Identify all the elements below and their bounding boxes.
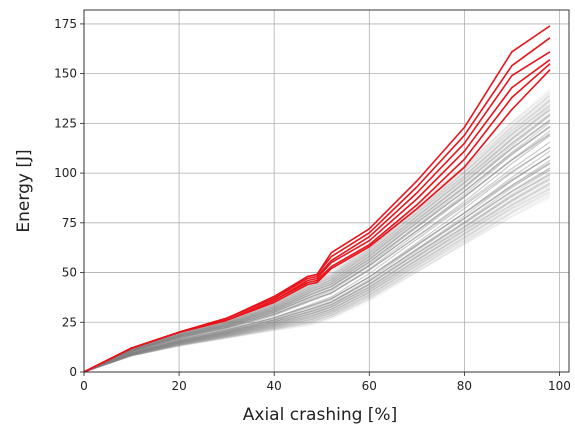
background-series-line — [83, 172, 551, 373]
background-series-line — [83, 103, 551, 373]
y-tick-label: 100 — [54, 166, 77, 180]
background-series-line — [83, 110, 551, 373]
background-series-line — [83, 146, 551, 373]
y-tick-label: 75 — [62, 216, 77, 230]
background-series-line — [83, 162, 551, 373]
background-series-line — [83, 167, 551, 373]
background-series-line — [83, 113, 551, 373]
background-series-line — [83, 114, 551, 373]
background-series-line — [83, 146, 551, 373]
y-tick-label: 125 — [54, 116, 77, 130]
background-series-line — [83, 182, 551, 373]
x-tick-label: 60 — [362, 379, 377, 393]
background-series-line — [83, 178, 551, 373]
background-series-line — [83, 155, 551, 373]
background-series-line — [83, 179, 551, 373]
background-series-line — [83, 155, 551, 373]
highlight-series-line — [83, 25, 551, 373]
background-series-line — [83, 119, 551, 373]
plot-frame — [83, 9, 570, 373]
background-series-line — [83, 169, 551, 373]
background-series-line — [83, 183, 551, 373]
background-series-line — [83, 109, 551, 373]
y-axis-label: Energy [J] — [14, 149, 34, 232]
background-series-line — [83, 125, 551, 373]
background-series-line — [83, 106, 551, 373]
background-series-line — [83, 176, 551, 373]
background-series-line — [83, 135, 551, 373]
x-tick-label: 0 — [80, 379, 88, 393]
highlight-series — [83, 25, 551, 373]
grid — [83, 10, 569, 373]
background-series-line — [83, 98, 551, 373]
background-series-line — [83, 194, 551, 373]
background-series-line — [83, 99, 551, 373]
x-tick-label: 80 — [457, 379, 472, 393]
background-series-line — [83, 184, 551, 373]
background-series-line — [83, 187, 551, 373]
background-series-line — [83, 133, 551, 373]
background-series-line — [83, 119, 551, 373]
background-series-line — [83, 150, 551, 373]
background-series-line — [83, 192, 551, 373]
background-series-line — [83, 155, 551, 373]
background-series-line — [83, 141, 551, 373]
y-tick-label: 175 — [54, 17, 77, 31]
x-tick-label: 100 — [548, 379, 571, 393]
background-series-line — [83, 104, 551, 373]
background-series-line — [83, 188, 551, 373]
background-series-line — [83, 122, 551, 373]
background-series-line — [83, 120, 551, 373]
y-tick-label: 150 — [54, 67, 77, 81]
background-series-line — [83, 178, 551, 373]
ticks: 0 20 40 60 80 100 0 25 50 75 100 125 150 175 — [54, 17, 571, 393]
y-tick-label: 50 — [62, 266, 77, 280]
background-series-line — [83, 104, 551, 373]
background-series-line — [83, 195, 551, 373]
y-tick-label: 25 — [62, 315, 77, 329]
background-series-line — [83, 108, 551, 373]
background-series-line — [83, 133, 551, 373]
background-series-line — [83, 115, 551, 373]
background-series-line — [83, 191, 551, 373]
background-series-line — [83, 162, 551, 373]
background-series-line — [83, 186, 551, 373]
x-tick-label: 40 — [267, 379, 282, 393]
background-series-line — [83, 163, 551, 373]
y-tick-label: 0 — [69, 365, 77, 379]
background-series-line — [83, 100, 551, 373]
background-series-line — [83, 100, 551, 373]
x-tick-label: 20 — [171, 379, 186, 393]
background-series-line — [83, 173, 551, 373]
background-series-line — [83, 197, 551, 373]
background-series-line — [83, 189, 551, 373]
background-series-line — [83, 173, 551, 373]
background-series-line — [83, 169, 551, 373]
background-series-line — [83, 126, 551, 373]
background-series-line — [83, 126, 551, 373]
background-series-line — [83, 113, 551, 373]
background-series-line — [83, 182, 551, 373]
background-series-line — [83, 159, 551, 373]
background-series-line — [83, 191, 551, 373]
x-axis-label: Axial crashing [%] — [243, 405, 397, 425]
background-series-line — [83, 167, 551, 373]
background-series-line — [83, 130, 551, 373]
